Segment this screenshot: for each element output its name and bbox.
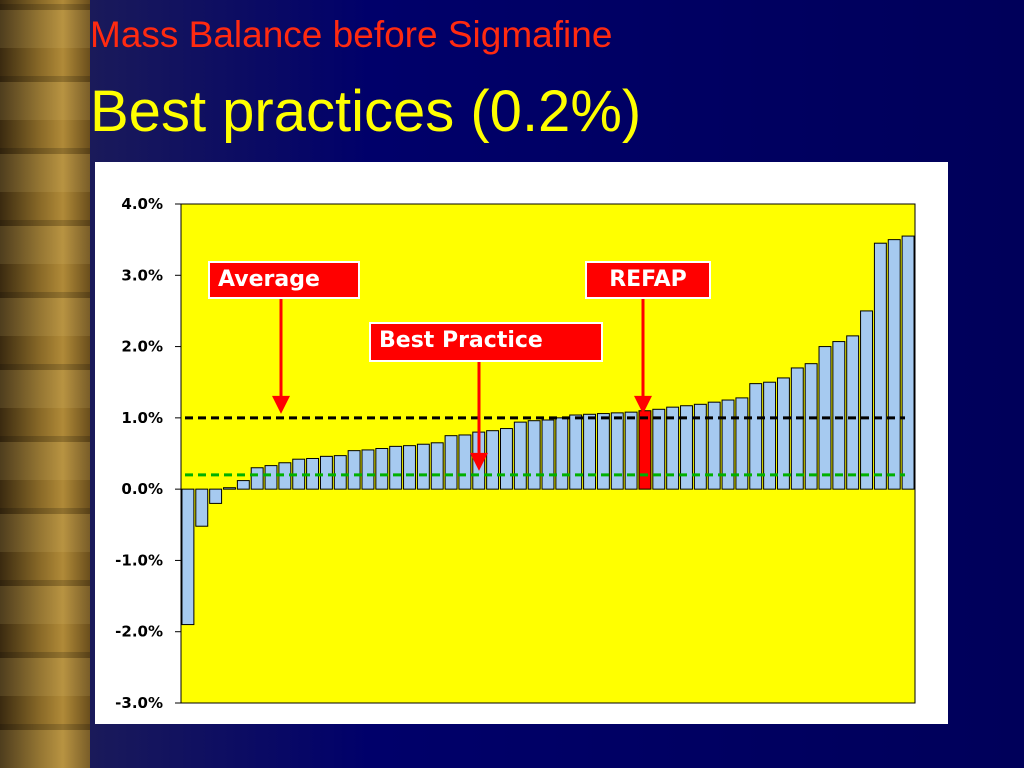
y-tick-label: 2.0% — [121, 338, 163, 356]
y-tick-label: -2.0% — [115, 623, 163, 641]
bar — [236, 480, 250, 490]
bar — [721, 399, 735, 490]
bar — [680, 405, 693, 490]
arrow-head — [272, 395, 290, 414]
bar — [569, 414, 583, 490]
bar — [250, 467, 264, 490]
callout-refap: REFAP — [585, 261, 711, 299]
y-tick-label: 1.0% — [121, 409, 163, 427]
callout-average: Average — [208, 261, 360, 299]
y-tick-label: -3.0% — [115, 694, 163, 712]
bar — [347, 450, 361, 490]
bar — [693, 403, 707, 490]
bar — [389, 445, 403, 490]
callout-best-practice: Best Practice — [369, 322, 603, 362]
bar — [707, 401, 721, 490]
bar — [901, 235, 915, 490]
bar — [375, 448, 389, 490]
bar — [873, 242, 887, 490]
bar — [887, 239, 901, 490]
y-tick-label: -1.0% — [115, 551, 163, 569]
y-tick-label: 0.0% — [121, 480, 163, 498]
slide-subtitle: Mass Balance before Sigmafine — [90, 14, 613, 55]
bar — [846, 335, 860, 490]
bar — [209, 488, 223, 504]
bar — [430, 442, 444, 490]
bar — [223, 487, 236, 490]
bar — [624, 411, 638, 490]
bar — [832, 341, 846, 490]
bar — [555, 417, 569, 490]
bar — [361, 449, 375, 490]
bar — [610, 412, 624, 490]
bar — [264, 465, 278, 490]
bar — [763, 381, 777, 490]
bar — [790, 367, 804, 490]
arrow-head — [470, 452, 488, 471]
bar — [444, 435, 458, 490]
bar-refap — [638, 410, 652, 490]
bar — [735, 397, 749, 490]
bar — [333, 455, 347, 490]
y-tick-label: 4.0% — [121, 195, 163, 213]
bar — [541, 419, 555, 490]
bar — [486, 430, 500, 490]
bar — [596, 413, 610, 490]
bar — [749, 383, 763, 490]
arrow-head — [634, 395, 652, 414]
slide-title: Best practices (0.2%) — [90, 79, 642, 144]
background-texture-band — [0, 0, 90, 768]
bar — [652, 408, 666, 490]
bar — [195, 488, 209, 527]
bar — [513, 421, 527, 490]
bar — [776, 377, 790, 490]
bar — [860, 310, 873, 490]
y-tick-label: 3.0% — [121, 266, 163, 284]
bar — [319, 455, 333, 490]
bar — [458, 434, 472, 490]
bar — [583, 413, 597, 490]
bar — [527, 420, 541, 490]
bar — [500, 428, 513, 490]
bar — [403, 445, 416, 490]
bar — [416, 443, 430, 490]
bar — [666, 406, 680, 490]
bar — [181, 488, 195, 626]
bar — [804, 363, 818, 490]
